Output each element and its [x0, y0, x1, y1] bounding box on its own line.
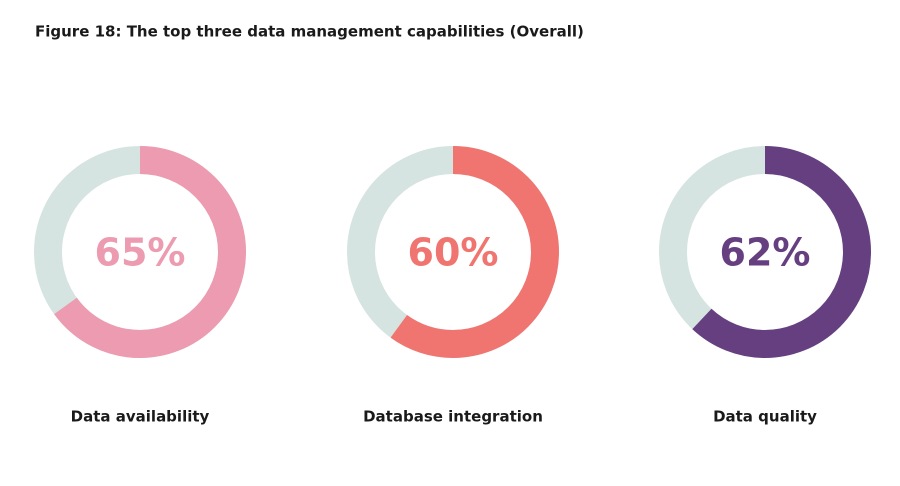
donut-arc — [659, 146, 871, 358]
chart-title: Figure 18: The top three data management… — [35, 23, 584, 41]
value-label: 62% — [720, 231, 811, 275]
value-label: 65% — [95, 231, 186, 275]
category-label: Data quality — [713, 408, 817, 426]
donut-arc — [34, 146, 246, 358]
category-label: Data availability — [71, 408, 210, 426]
donut-arc — [347, 146, 559, 358]
value-label: 60% — [408, 231, 499, 275]
category-label: Database integration — [363, 408, 543, 426]
